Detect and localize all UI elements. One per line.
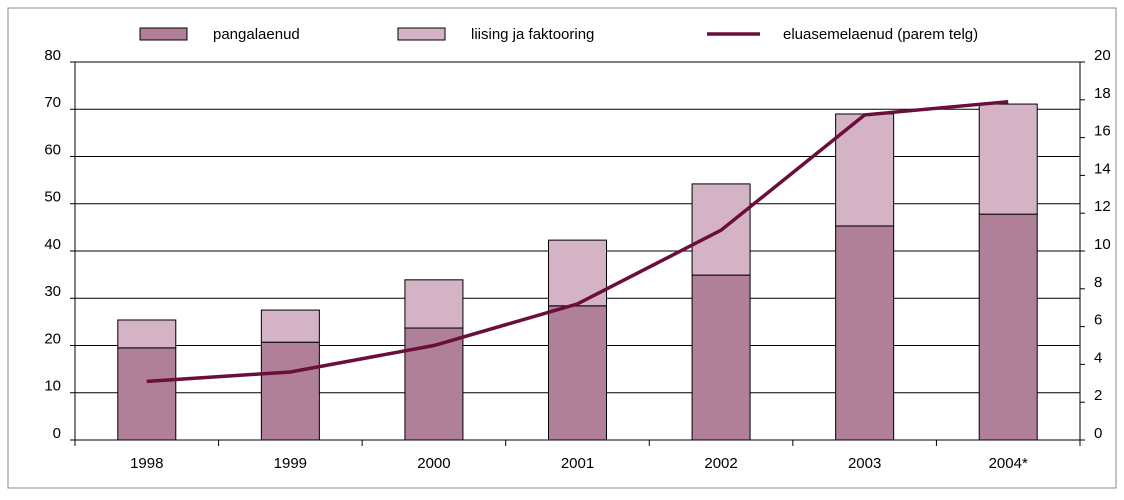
y2-tick-label: 6 <box>1094 312 1102 329</box>
legend-label: eluasemelaenud (parem telg) <box>783 26 978 43</box>
bar <box>978 103 1038 215</box>
bar <box>548 239 607 307</box>
bar <box>117 319 177 349</box>
bar <box>260 309 320 343</box>
y-tick-label: 40 <box>44 236 61 253</box>
y2-tick-label: 2 <box>1094 387 1102 404</box>
line <box>146 99 1009 384</box>
bar <box>260 341 320 441</box>
y-tick-label: 60 <box>44 141 61 158</box>
bar <box>691 274 751 441</box>
bar <box>548 305 607 441</box>
x-tick-label: 1998 <box>130 455 163 472</box>
y-tick-label: 80 <box>44 47 61 64</box>
bar <box>117 347 177 441</box>
y2-tick-label: 8 <box>1094 274 1102 291</box>
x-tick-label: 2000 <box>417 455 450 472</box>
y2-tick-label: 14 <box>1094 160 1111 177</box>
x-tick-label: 2001 <box>561 455 594 472</box>
y-tick-label: 30 <box>44 283 61 300</box>
legend-swatch <box>397 27 446 41</box>
y2-tick-label: 4 <box>1094 349 1102 366</box>
legend-swatch <box>139 27 188 41</box>
y-tick-label: 70 <box>44 94 61 111</box>
y2-tick-label: 16 <box>1094 123 1111 140</box>
y2-tick-label: 20 <box>1094 47 1111 64</box>
x-tick-label: 2004* <box>989 455 1028 472</box>
y-tick-label: 10 <box>44 378 61 395</box>
x-tick-label: 2002 <box>704 455 737 472</box>
legend-label: pangalaenud <box>213 26 300 43</box>
y2-tick-label: 0 <box>1094 425 1102 442</box>
y2-tick-label: 18 <box>1094 85 1111 102</box>
x-tick-label: 2003 <box>848 455 881 472</box>
y-tick-label: 20 <box>44 330 61 347</box>
bar <box>404 279 464 329</box>
bar <box>978 213 1038 441</box>
legend-label: liising ja faktooring <box>471 26 594 43</box>
y2-tick-label: 10 <box>1094 236 1111 253</box>
x-tick-label: 1999 <box>274 455 307 472</box>
y-tick-label: 0 <box>53 425 61 442</box>
bar <box>835 225 895 441</box>
y2-tick-label: 12 <box>1094 198 1111 215</box>
y-tick-label: 50 <box>44 189 61 206</box>
